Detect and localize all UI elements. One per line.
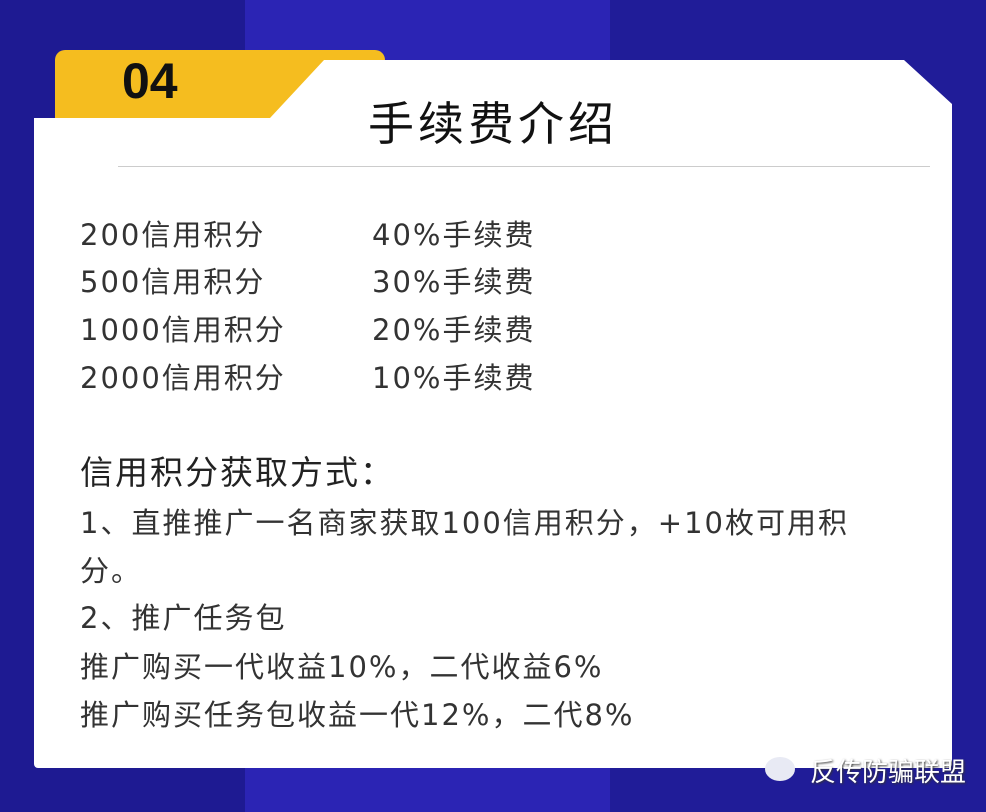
divider — [118, 166, 930, 167]
fee-credit: 1000信用积分 — [80, 313, 286, 347]
text-line: 分。 — [80, 554, 143, 588]
text-line: 1、直推推广一名商家获取100信用积分，+10枚可用积 — [80, 506, 850, 540]
text-line: 推广购买一代收益10%，二代收益6% — [80, 650, 604, 684]
watermark: 反传防骗联盟 — [810, 758, 967, 788]
fee-credit: 200信用积分 — [80, 218, 266, 252]
text-line: 2、推广任务包 — [80, 601, 287, 635]
wechat-icon — [765, 757, 795, 781]
fee-rate: 20%手续费 — [372, 313, 536, 347]
page-title: 手续费介绍 — [368, 97, 618, 151]
content-card — [34, 60, 952, 768]
fee-rate: 30%手续费 — [372, 265, 536, 299]
fee-credit: 500信用积分 — [80, 265, 266, 299]
fee-credit: 2000信用积分 — [80, 361, 286, 395]
fee-rate: 10%手续费 — [372, 361, 536, 395]
fee-rate: 40%手续费 — [372, 218, 536, 252]
section-heading: 信用积分获取方式： — [80, 453, 395, 492]
tab-number: 04 — [122, 53, 178, 109]
text-line: 推广购买任务包收益一代12%，二代8% — [80, 698, 635, 732]
